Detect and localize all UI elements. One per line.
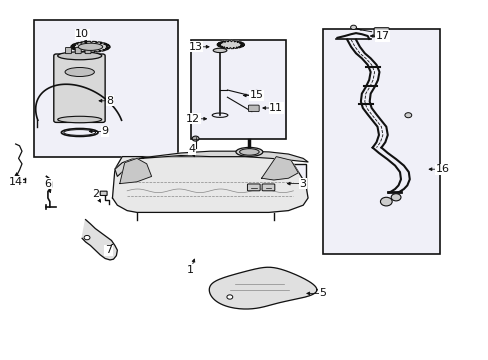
Ellipse shape [65, 68, 94, 77]
Text: 7: 7 [105, 245, 112, 255]
FancyBboxPatch shape [85, 48, 91, 54]
Bar [34, 20, 178, 157]
FancyBboxPatch shape [54, 54, 105, 122]
Text: 14: 14 [9, 177, 22, 187]
Text: 3: 3 [299, 179, 306, 189]
Polygon shape [115, 151, 307, 176]
Bar [190, 40, 285, 139]
Text: 13: 13 [188, 42, 202, 52]
Circle shape [350, 25, 356, 30]
Text: 16: 16 [435, 164, 448, 174]
Ellipse shape [239, 149, 259, 155]
Ellipse shape [58, 116, 102, 123]
Polygon shape [261, 157, 298, 180]
Text: 17: 17 [375, 31, 388, 41]
FancyBboxPatch shape [248, 105, 259, 112]
Circle shape [84, 235, 90, 240]
Text: 1: 1 [187, 265, 194, 275]
FancyBboxPatch shape [100, 191, 107, 195]
Text: 4: 4 [188, 144, 195, 154]
Circle shape [380, 197, 391, 206]
Bar [322, 29, 439, 254]
Polygon shape [120, 158, 151, 184]
Text: 9: 9 [102, 126, 108, 136]
Text: 15: 15 [249, 90, 263, 100]
Circle shape [192, 136, 199, 141]
Text: 12: 12 [186, 114, 200, 124]
FancyBboxPatch shape [65, 48, 71, 54]
Text: 11: 11 [269, 103, 283, 113]
Polygon shape [112, 157, 307, 212]
Circle shape [404, 113, 411, 118]
Text: 10: 10 [75, 29, 89, 39]
Ellipse shape [78, 43, 102, 50]
FancyBboxPatch shape [262, 184, 274, 191]
Polygon shape [71, 41, 110, 52]
Circle shape [390, 194, 400, 201]
Polygon shape [82, 220, 117, 260]
Text: 2: 2 [92, 189, 99, 199]
Text: 6: 6 [44, 179, 51, 189]
Text: 5: 5 [319, 288, 325, 298]
FancyBboxPatch shape [75, 48, 81, 54]
Ellipse shape [236, 148, 263, 156]
Ellipse shape [58, 52, 102, 60]
FancyBboxPatch shape [247, 184, 260, 191]
Bar [242, 164, 305, 194]
Ellipse shape [253, 90, 260, 97]
Polygon shape [209, 267, 316, 309]
Polygon shape [217, 41, 244, 49]
Ellipse shape [213, 48, 226, 53]
FancyBboxPatch shape [373, 28, 388, 37]
Text: 8: 8 [106, 96, 113, 106]
Circle shape [226, 295, 232, 299]
